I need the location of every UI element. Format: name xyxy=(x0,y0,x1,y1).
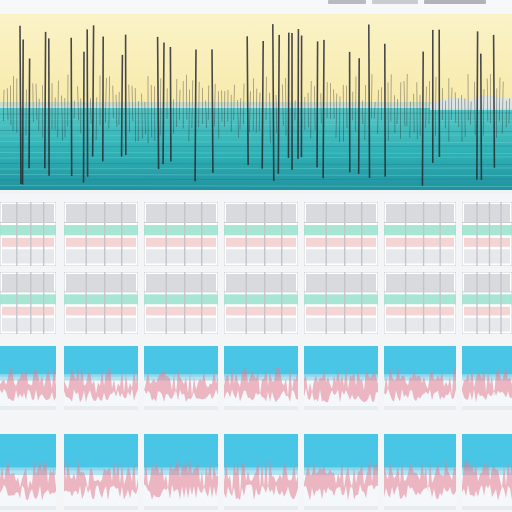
thumbnail-4-4[interactable] xyxy=(224,434,298,510)
thumbnail-1-3[interactable] xyxy=(144,202,218,266)
shoreline xyxy=(430,95,512,110)
waveform-preview-icon xyxy=(384,346,456,410)
thumbnail-3-5[interactable] xyxy=(304,346,378,410)
sky-band xyxy=(0,14,512,106)
waveform-preview-icon xyxy=(0,434,56,510)
thumbnail-1-2[interactable] xyxy=(64,202,138,266)
table-preview-icon xyxy=(224,202,298,266)
table-preview-icon xyxy=(64,272,138,334)
toolbar-button-1[interactable] xyxy=(328,0,366,4)
thumbnail-3-1[interactable] xyxy=(0,346,56,410)
thumbnail-4-7[interactable] xyxy=(462,434,512,510)
waveform-preview-icon xyxy=(224,434,298,510)
table-preview-icon xyxy=(144,272,218,334)
thumbnail-4-2[interactable] xyxy=(64,434,138,510)
table-preview-icon xyxy=(144,202,218,266)
waveform-preview-icon xyxy=(144,434,218,510)
waveform-preview-icon xyxy=(384,434,456,510)
table-preview-icon xyxy=(64,202,138,266)
table-preview-icon xyxy=(462,272,512,334)
thumbnail-1-1[interactable] xyxy=(0,202,56,266)
thumbnail-2-2[interactable] xyxy=(64,272,138,334)
thumbnail-3-3[interactable] xyxy=(144,346,218,410)
thumbnail-1-7[interactable] xyxy=(462,202,512,266)
thumbnail-4-1[interactable] xyxy=(0,434,56,510)
waveform-preview-icon xyxy=(64,346,138,410)
waveform-preview-icon xyxy=(462,346,512,410)
thumbnail-1-6[interactable] xyxy=(384,202,456,266)
toolbar xyxy=(0,0,512,14)
thumbnail-3-7[interactable] xyxy=(462,346,512,410)
table-preview-icon xyxy=(384,202,456,266)
thumbnail-1-4[interactable] xyxy=(224,202,298,266)
audio-waveform-icon xyxy=(0,14,512,194)
waveform-preview-icon xyxy=(0,346,56,410)
waveform-spikes xyxy=(3,24,510,186)
thumbnail-3-4[interactable] xyxy=(224,346,298,410)
thumbnail-2-1[interactable] xyxy=(0,272,56,334)
table-preview-icon xyxy=(304,272,378,334)
thumbnail-4-5[interactable] xyxy=(304,434,378,510)
toolbar-button-2[interactable] xyxy=(372,0,418,4)
table-preview-icon xyxy=(304,202,378,266)
thumbnail-2-3[interactable] xyxy=(144,272,218,334)
waveform-preview-icon xyxy=(224,346,298,410)
table-preview-icon xyxy=(0,272,56,334)
waveform-preview-icon xyxy=(64,434,138,510)
table-preview-icon xyxy=(224,272,298,334)
toolbar-button-3[interactable] xyxy=(424,0,486,4)
thumbnail-3-2[interactable] xyxy=(64,346,138,410)
thumbnail-2-5[interactable] xyxy=(304,272,378,334)
thumbnail-4-3[interactable] xyxy=(144,434,218,510)
waveform-preview-icon xyxy=(144,346,218,410)
waveform-preview-icon xyxy=(304,346,378,410)
table-preview-icon xyxy=(0,202,56,266)
waveform-preview-icon xyxy=(304,434,378,510)
main-waveform-panel[interactable] xyxy=(0,14,512,194)
horizon-band xyxy=(0,102,512,110)
table-preview-icon xyxy=(384,272,456,334)
waveform-preview-icon xyxy=(462,434,512,510)
thumbnail-3-6[interactable] xyxy=(384,346,456,410)
thumbnail-grid xyxy=(0,196,512,512)
waveform-bottom-edge xyxy=(0,190,512,194)
thumbnail-4-6[interactable] xyxy=(384,434,456,510)
thumbnail-1-5[interactable] xyxy=(304,202,378,266)
table-preview-icon xyxy=(462,202,512,266)
thumbnail-2-7[interactable] xyxy=(462,272,512,334)
ripple-lines xyxy=(0,112,512,187)
thumbnail-2-6[interactable] xyxy=(384,272,456,334)
thumbnail-2-4[interactable] xyxy=(224,272,298,334)
